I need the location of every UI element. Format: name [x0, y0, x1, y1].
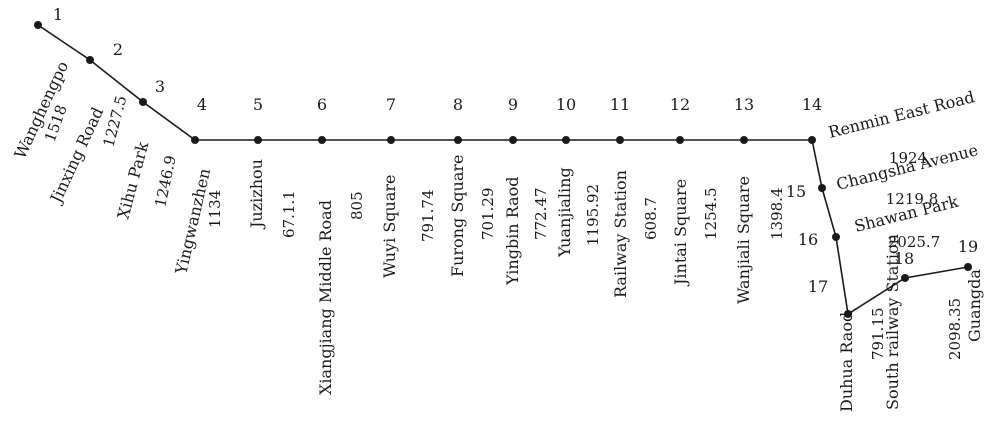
station-number-17: 17	[808, 277, 828, 296]
distance-15-16: 1219.8	[886, 190, 939, 208]
station-number-10: 10	[556, 95, 576, 114]
station-label-18: South railway Station	[883, 234, 902, 410]
station-dot-8	[454, 136, 462, 144]
station-label-3: Xihu Park	[114, 139, 153, 221]
distance-3-4: 1246.9	[151, 154, 180, 209]
station-numbers: 1 2 3 4 5 6 7 8 9 10 11 12 13 14 15 16 1…	[53, 5, 978, 296]
distance-8-9: 701.29	[479, 188, 497, 241]
station-label-12: Jintai Square	[671, 179, 690, 287]
station-dot-15	[818, 184, 826, 192]
station-dot-18	[901, 274, 909, 282]
station-label-10: Yuanjialing	[555, 167, 574, 258]
distance-7-8: 791.74	[419, 190, 437, 243]
station-number-3: 3	[155, 77, 165, 96]
station-dots	[34, 21, 972, 318]
metro-line	[37, 24, 969, 316]
station-number-1: 1	[53, 5, 63, 24]
distance-17-18: 791.15	[869, 308, 887, 361]
distance-13-14: 1398.4	[768, 188, 786, 241]
station-number-16: 16	[798, 230, 818, 249]
station-number-14: 14	[802, 95, 822, 114]
distance-12-13: 1254.5	[702, 188, 720, 241]
station-label-13: Wanjiali Square	[734, 176, 753, 304]
station-number-18: 18	[894, 249, 914, 268]
station-number-2: 2	[113, 40, 123, 59]
distance-10-11: 1195.92	[584, 184, 602, 246]
station-dot-1	[34, 21, 42, 29]
distance-14-15: 1924	[889, 149, 927, 167]
distance-11-12: 608.7	[642, 197, 660, 240]
station-number-5: 5	[253, 95, 263, 114]
station-dot-3	[139, 98, 147, 106]
station-dot-4	[191, 136, 199, 144]
station-dot-9	[509, 136, 517, 144]
station-label-11: Railway Station	[611, 170, 630, 298]
station-label-6: Xiangjiang Middle Road	[316, 200, 335, 395]
station-label-7: Wuyi Square	[380, 174, 399, 278]
station-label-8: Furong Square	[448, 155, 467, 277]
station-number-6: 6	[317, 95, 327, 114]
distance-9-10: 772.47	[532, 188, 550, 241]
station-number-8: 8	[453, 95, 463, 114]
station-label-18-line1: South railway Station	[883, 234, 902, 410]
station-label-9: Yingbin Raod	[503, 176, 522, 286]
station-dot-12	[676, 136, 684, 144]
station-dot-10	[562, 136, 570, 144]
station-dot-2	[86, 56, 94, 64]
station-dot-19	[964, 263, 972, 271]
station-number-11: 11	[610, 95, 630, 114]
station-number-9: 9	[508, 95, 518, 114]
station-label-14: Renmin East Road	[826, 87, 976, 142]
distance-2-3: 1227.5	[99, 94, 130, 149]
station-number-19: 19	[958, 237, 978, 256]
distance-18-19: 2098.35	[946, 298, 964, 360]
station-dot-6	[318, 136, 326, 144]
segment-distances: 15 18 1227.5 1246.9 1134 67.1.1 805 791.7…	[41, 94, 964, 360]
station-label-17: Duhua Raod	[837, 312, 856, 412]
station-number-7: 7	[386, 95, 396, 114]
station-number-4: 4	[197, 95, 207, 114]
station-label-5: Juzizhou	[247, 159, 266, 230]
station-dot-14	[808, 136, 816, 144]
station-dot-16	[832, 233, 840, 241]
station-label-19: Guangda	[965, 269, 984, 342]
distance-4-5: 1134	[206, 190, 224, 228]
station-dot-17	[844, 310, 852, 318]
station-dot-13	[740, 136, 748, 144]
distance-6-7: 805	[348, 191, 366, 220]
distance-16-17: 2025.7	[888, 233, 941, 251]
station-dot-5	[254, 136, 262, 144]
station-number-13: 13	[734, 95, 754, 114]
station-number-12: 12	[670, 95, 690, 114]
station-dot-11	[616, 136, 624, 144]
station-number-15: 15	[786, 182, 806, 201]
distance-5-6: 67.1.1	[280, 190, 298, 238]
station-dot-7	[387, 136, 395, 144]
